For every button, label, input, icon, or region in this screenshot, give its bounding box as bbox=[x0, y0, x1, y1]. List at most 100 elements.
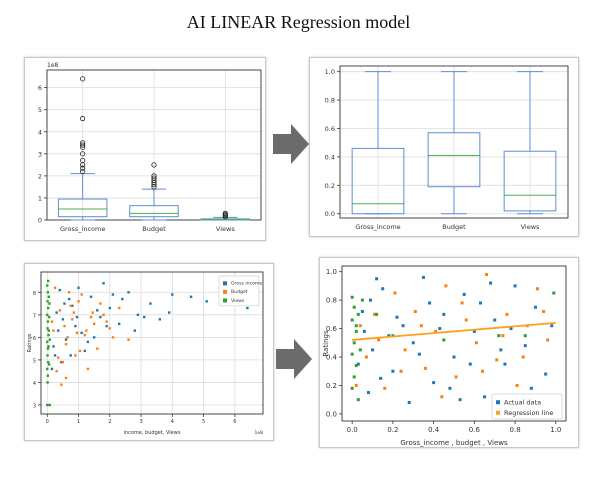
outlier-point bbox=[151, 173, 157, 179]
y-tick-label: 0.4 bbox=[326, 354, 338, 362]
blue-data-point bbox=[366, 391, 370, 395]
blue-data-point bbox=[56, 329, 60, 332]
blue-data-point bbox=[111, 293, 115, 296]
y-tick-label: 0.4 bbox=[325, 153, 335, 161]
legend-marker bbox=[223, 289, 227, 294]
orange-data-point bbox=[67, 291, 71, 294]
orange-data-point bbox=[50, 320, 54, 323]
green-data-point bbox=[46, 279, 50, 283]
right-arrow-icon bbox=[273, 124, 309, 164]
blue-data-point bbox=[509, 327, 513, 331]
blue-data-point bbox=[452, 355, 456, 359]
blue-data-point bbox=[136, 313, 140, 317]
x-tick-label: 2 bbox=[108, 419, 111, 425]
orange-data-point bbox=[72, 311, 76, 314]
legend-marker bbox=[496, 400, 500, 405]
blue-data-point bbox=[544, 372, 548, 376]
green-data-point bbox=[46, 327, 49, 330]
orange-data-point bbox=[440, 395, 444, 399]
blue-data-point bbox=[205, 300, 208, 303]
blue-data-point bbox=[472, 329, 476, 333]
y-tick-label: 5 bbox=[38, 106, 42, 114]
blue-data-point bbox=[71, 304, 74, 308]
orange-data-point bbox=[53, 286, 57, 289]
orange-data-point bbox=[83, 333, 86, 337]
right-arrow-bottom-shape bbox=[276, 339, 312, 379]
blue-data-point bbox=[99, 315, 102, 319]
blue-data-point bbox=[246, 306, 249, 310]
y-tick-label: 1.0 bbox=[326, 268, 337, 276]
blue-data-point bbox=[381, 287, 385, 291]
outlier-point bbox=[80, 115, 86, 122]
orange-data-point bbox=[501, 334, 505, 338]
blue-data-point bbox=[478, 301, 482, 305]
orange-data-point bbox=[61, 360, 65, 364]
blue-data-point bbox=[75, 315, 79, 319]
orange-data-point bbox=[495, 358, 499, 362]
blue-data-point bbox=[432, 381, 436, 385]
x-tick-label: 0.8 bbox=[510, 426, 521, 434]
orange-data-point bbox=[127, 338, 130, 341]
orange-data-point bbox=[521, 355, 525, 359]
orange-data-point bbox=[460, 301, 464, 305]
blue-data-point bbox=[117, 322, 121, 326]
orange-data-point bbox=[102, 313, 105, 317]
blue-data-point bbox=[50, 367, 54, 371]
right-arrow-top-shape bbox=[273, 124, 309, 164]
blue-data-point bbox=[371, 348, 375, 352]
orange-data-point bbox=[75, 331, 79, 335]
orange-data-point bbox=[364, 355, 368, 359]
orange-data-point bbox=[383, 386, 387, 390]
box bbox=[427, 132, 481, 188]
green-data-point bbox=[442, 338, 446, 342]
x-axis-label: income, budget, Views bbox=[124, 430, 181, 436]
x-multiplier: 1e8 bbox=[255, 430, 264, 436]
y-tick-label: 3 bbox=[38, 150, 42, 158]
y-tick-label: 2 bbox=[38, 172, 42, 180]
blue-data-point bbox=[401, 324, 405, 328]
green-data-point bbox=[47, 345, 50, 348]
green-data-point bbox=[46, 313, 49, 317]
orange-data-point bbox=[546, 338, 550, 342]
blue-data-point bbox=[391, 369, 395, 373]
outlier-point bbox=[151, 175, 157, 181]
orange-data-point bbox=[515, 383, 519, 387]
green-data-point bbox=[48, 403, 51, 407]
orange-data-point bbox=[85, 329, 88, 332]
orange-data-point bbox=[71, 318, 74, 321]
blue-data-point bbox=[533, 305, 537, 309]
outlier-point bbox=[80, 140, 86, 146]
blue-data-point bbox=[89, 295, 93, 298]
blue-data-point bbox=[513, 284, 517, 288]
box bbox=[129, 205, 179, 218]
outlier-point bbox=[80, 151, 86, 157]
orange-data-point bbox=[403, 348, 407, 352]
green-data-point bbox=[354, 364, 358, 368]
orange-data-point bbox=[481, 369, 485, 373]
y-tick-label: 0.2 bbox=[325, 182, 335, 190]
green-data-point bbox=[47, 329, 51, 332]
orange-data-point bbox=[66, 336, 69, 339]
x-tick-label: 1.0 bbox=[550, 426, 561, 434]
legend-marker bbox=[223, 281, 227, 286]
orange-data-point bbox=[56, 356, 60, 359]
orange-data-point bbox=[80, 293, 83, 296]
x-tick-label: 0.4 bbox=[428, 426, 440, 434]
blue-data-point bbox=[529, 386, 533, 390]
blue-data-point bbox=[462, 292, 466, 296]
green-data-point bbox=[46, 284, 49, 287]
blue-data-point bbox=[63, 302, 66, 305]
orange-data-point bbox=[464, 318, 468, 322]
orange-data-point bbox=[96, 347, 99, 350]
raw-boxplot-panel: 0 1 2 3 4 5 6 Gross_income Budget Views 1e8 bbox=[24, 57, 266, 241]
orange-data-point bbox=[91, 311, 94, 314]
blue-data-point bbox=[387, 334, 391, 338]
outlier-point bbox=[80, 76, 86, 82]
blue-data-point bbox=[448, 386, 452, 390]
green-data-point bbox=[47, 363, 51, 366]
green-data-point bbox=[356, 312, 360, 316]
legend-marker bbox=[223, 298, 227, 303]
y-tick-label: 0.0 bbox=[325, 210, 335, 218]
orange-data-point bbox=[86, 367, 90, 371]
blue-data-point bbox=[417, 352, 421, 356]
